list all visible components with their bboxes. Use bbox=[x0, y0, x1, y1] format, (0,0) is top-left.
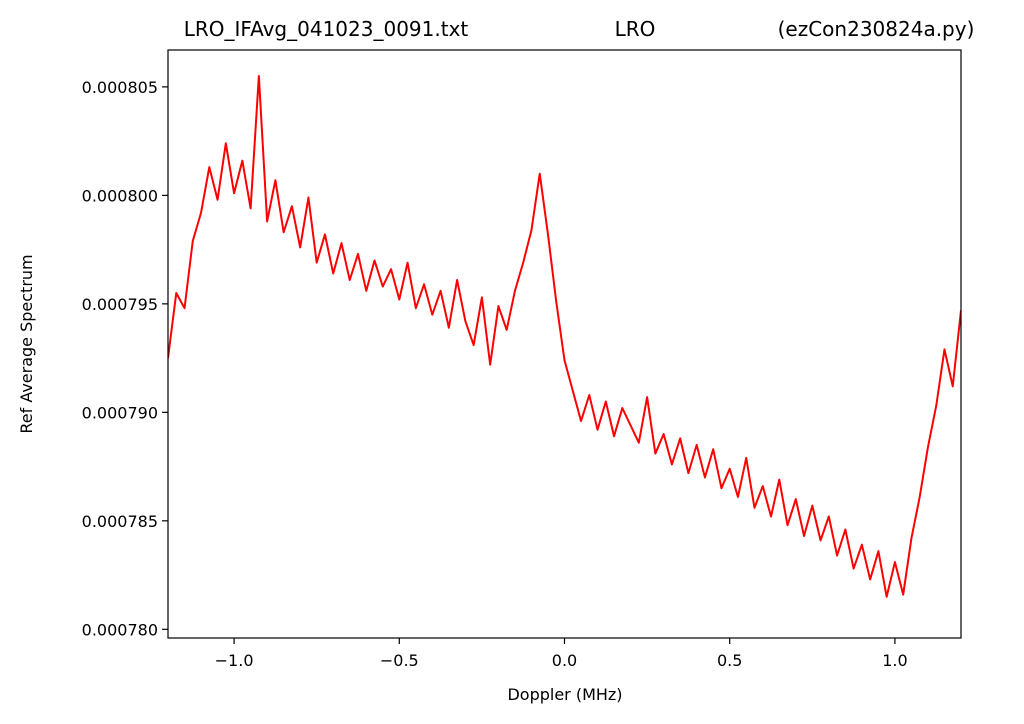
x-axis-label: Doppler (MHz) bbox=[507, 685, 622, 704]
x-tick-label: 1.0 bbox=[882, 651, 907, 670]
y-tick-label: 0.000805 bbox=[82, 78, 158, 97]
x-tick-label: 0.0 bbox=[552, 651, 577, 670]
chart-title: (ezCon230824a.py) bbox=[778, 17, 975, 41]
data-line bbox=[168, 75, 961, 598]
x-tick-label: −0.5 bbox=[380, 651, 419, 670]
plot-frame bbox=[167, 49, 962, 639]
y-tick-label: 0.000780 bbox=[82, 620, 158, 639]
x-tick-label: −1.0 bbox=[215, 651, 254, 670]
y-tick-label: 0.000795 bbox=[82, 295, 158, 314]
chart-title: LRO_IFAvg_041023_0091.txt bbox=[184, 17, 469, 41]
y-tick-label: 0.000790 bbox=[82, 403, 158, 422]
y-axis-label: Ref Average Spectrum bbox=[17, 254, 36, 433]
x-tick-label: 0.5 bbox=[717, 651, 742, 670]
y-tick-label: 0.000800 bbox=[82, 186, 158, 205]
chart-title: LRO bbox=[615, 17, 656, 41]
y-tick-label: 0.000785 bbox=[82, 512, 158, 531]
